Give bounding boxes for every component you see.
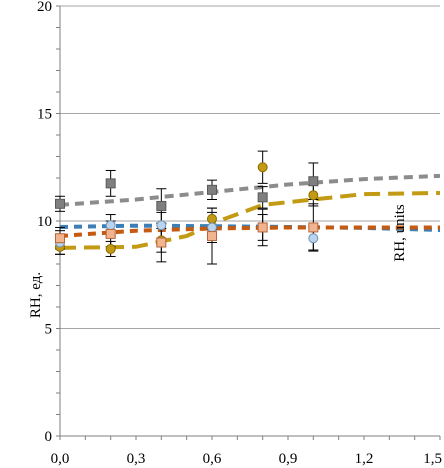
data-point-series-2 bbox=[105, 220, 116, 231]
x-tick-label: 0,0 bbox=[51, 451, 70, 467]
y-tick-label: 20 bbox=[37, 0, 52, 15]
y-axis-title-1: RH, units bbox=[392, 204, 408, 262]
data-point-series-0 bbox=[105, 178, 116, 189]
tick-labels: 0 5 10 15 20 0,0 0,3 0,6 0,9 1,2 1,5 bbox=[37, 0, 442, 467]
x-tick-label: 0,6 bbox=[203, 451, 222, 467]
data-point-series-0 bbox=[207, 184, 217, 195]
data-point-series-0 bbox=[308, 176, 319, 187]
x-tick-label: 1,5 bbox=[423, 451, 442, 467]
trendlines bbox=[59, 173, 441, 250]
trendline-series-1 bbox=[59, 191, 441, 250]
data-point-series-1 bbox=[105, 243, 116, 254]
data-point-series-3 bbox=[55, 233, 65, 244]
axes bbox=[56, 5, 441, 440]
data-markers bbox=[55, 162, 319, 254]
data-point-series-1 bbox=[257, 162, 268, 173]
data-point-series-0 bbox=[55, 198, 65, 209]
data-point-series-1 bbox=[207, 213, 217, 224]
y-axis-title-2: RH, ед. bbox=[28, 272, 44, 318]
trendline-series-3 bbox=[59, 225, 440, 238]
trendline-series-0 bbox=[59, 173, 441, 207]
data-point-series-2 bbox=[308, 233, 319, 244]
y-tick-label: 10 bbox=[37, 214, 52, 230]
data-point-series-1 bbox=[308, 190, 319, 201]
y-tick-label: 0 bbox=[45, 429, 53, 445]
data-point-series-0 bbox=[257, 192, 268, 203]
gridlines bbox=[60, 5, 440, 329]
x-tick-label: 1,2 bbox=[355, 451, 374, 467]
data-point-series-2 bbox=[207, 222, 217, 233]
data-point-series-3 bbox=[207, 231, 217, 242]
data-point-series-3 bbox=[156, 237, 167, 248]
trendline-series-2 bbox=[59, 223, 441, 232]
data-point-series-3 bbox=[308, 222, 319, 233]
y-tick-label: 15 bbox=[37, 107, 52, 123]
data-point-series-3 bbox=[257, 222, 268, 233]
x-tick-label: 0,3 bbox=[127, 451, 146, 467]
y-tick-label: 5 bbox=[45, 322, 53, 338]
x-tick-label: 0,9 bbox=[279, 451, 298, 467]
data-point-series-2 bbox=[156, 220, 167, 231]
data-point-series-0 bbox=[156, 200, 167, 211]
data-point-series-3 bbox=[105, 228, 116, 239]
